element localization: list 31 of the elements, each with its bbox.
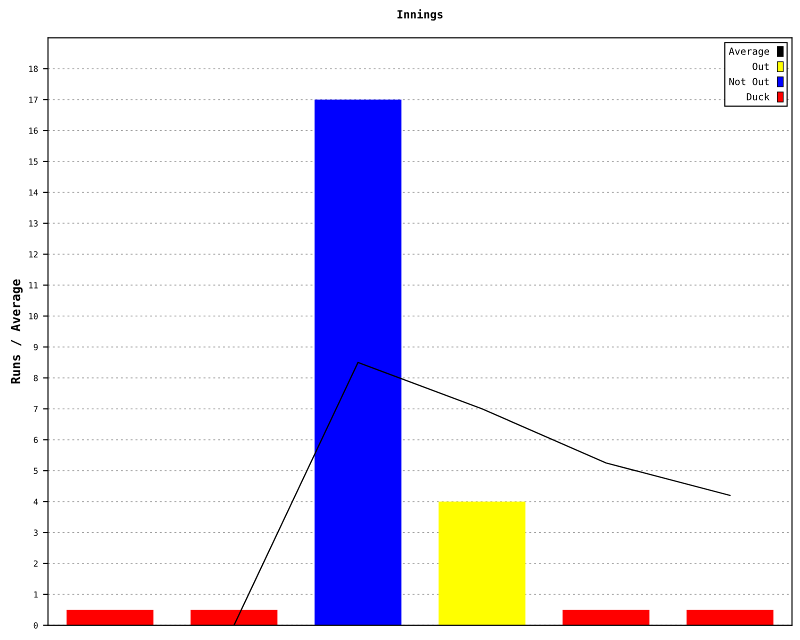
bar: [314, 100, 402, 626]
y-tick-label: 10: [29, 313, 38, 320]
y-tick-label: 12: [29, 251, 38, 258]
legend-label: Not Out: [729, 78, 769, 86]
bar: [562, 610, 650, 626]
y-tick-label: 2: [34, 560, 38, 567]
bar: [66, 610, 154, 626]
legend-label: Duck: [746, 92, 770, 100]
y-tick-label: 4: [34, 498, 38, 505]
bar: [438, 502, 526, 626]
y-axis-title: Runs / Average: [10, 279, 23, 384]
y-tick-label: 17: [29, 96, 38, 103]
bar: [190, 610, 278, 626]
y-tick-label: 18: [29, 66, 38, 72]
y-tick-label: 16: [29, 128, 38, 134]
y-tick-label: 9: [34, 344, 38, 350]
y-tick-label: 5: [34, 468, 38, 474]
y-tick-label: 6: [34, 436, 38, 444]
y-tick-label: 11: [29, 282, 38, 288]
y-tick-label: 15: [29, 158, 38, 165]
y-tick-label: 14: [29, 189, 38, 196]
legend-label: Out: [752, 62, 769, 70]
y-tick-label: 7: [34, 406, 38, 412]
y-tick-label: 8: [34, 374, 38, 382]
bar: [686, 610, 774, 626]
chart-title: Innings: [398, 9, 443, 21]
y-tick-label: 1: [34, 591, 38, 598]
y-tick-label: 13: [29, 220, 38, 227]
y-tick-label: 3: [34, 530, 38, 536]
y-tick-label: 0: [34, 622, 38, 629]
legend-label: Average: [728, 48, 770, 57]
